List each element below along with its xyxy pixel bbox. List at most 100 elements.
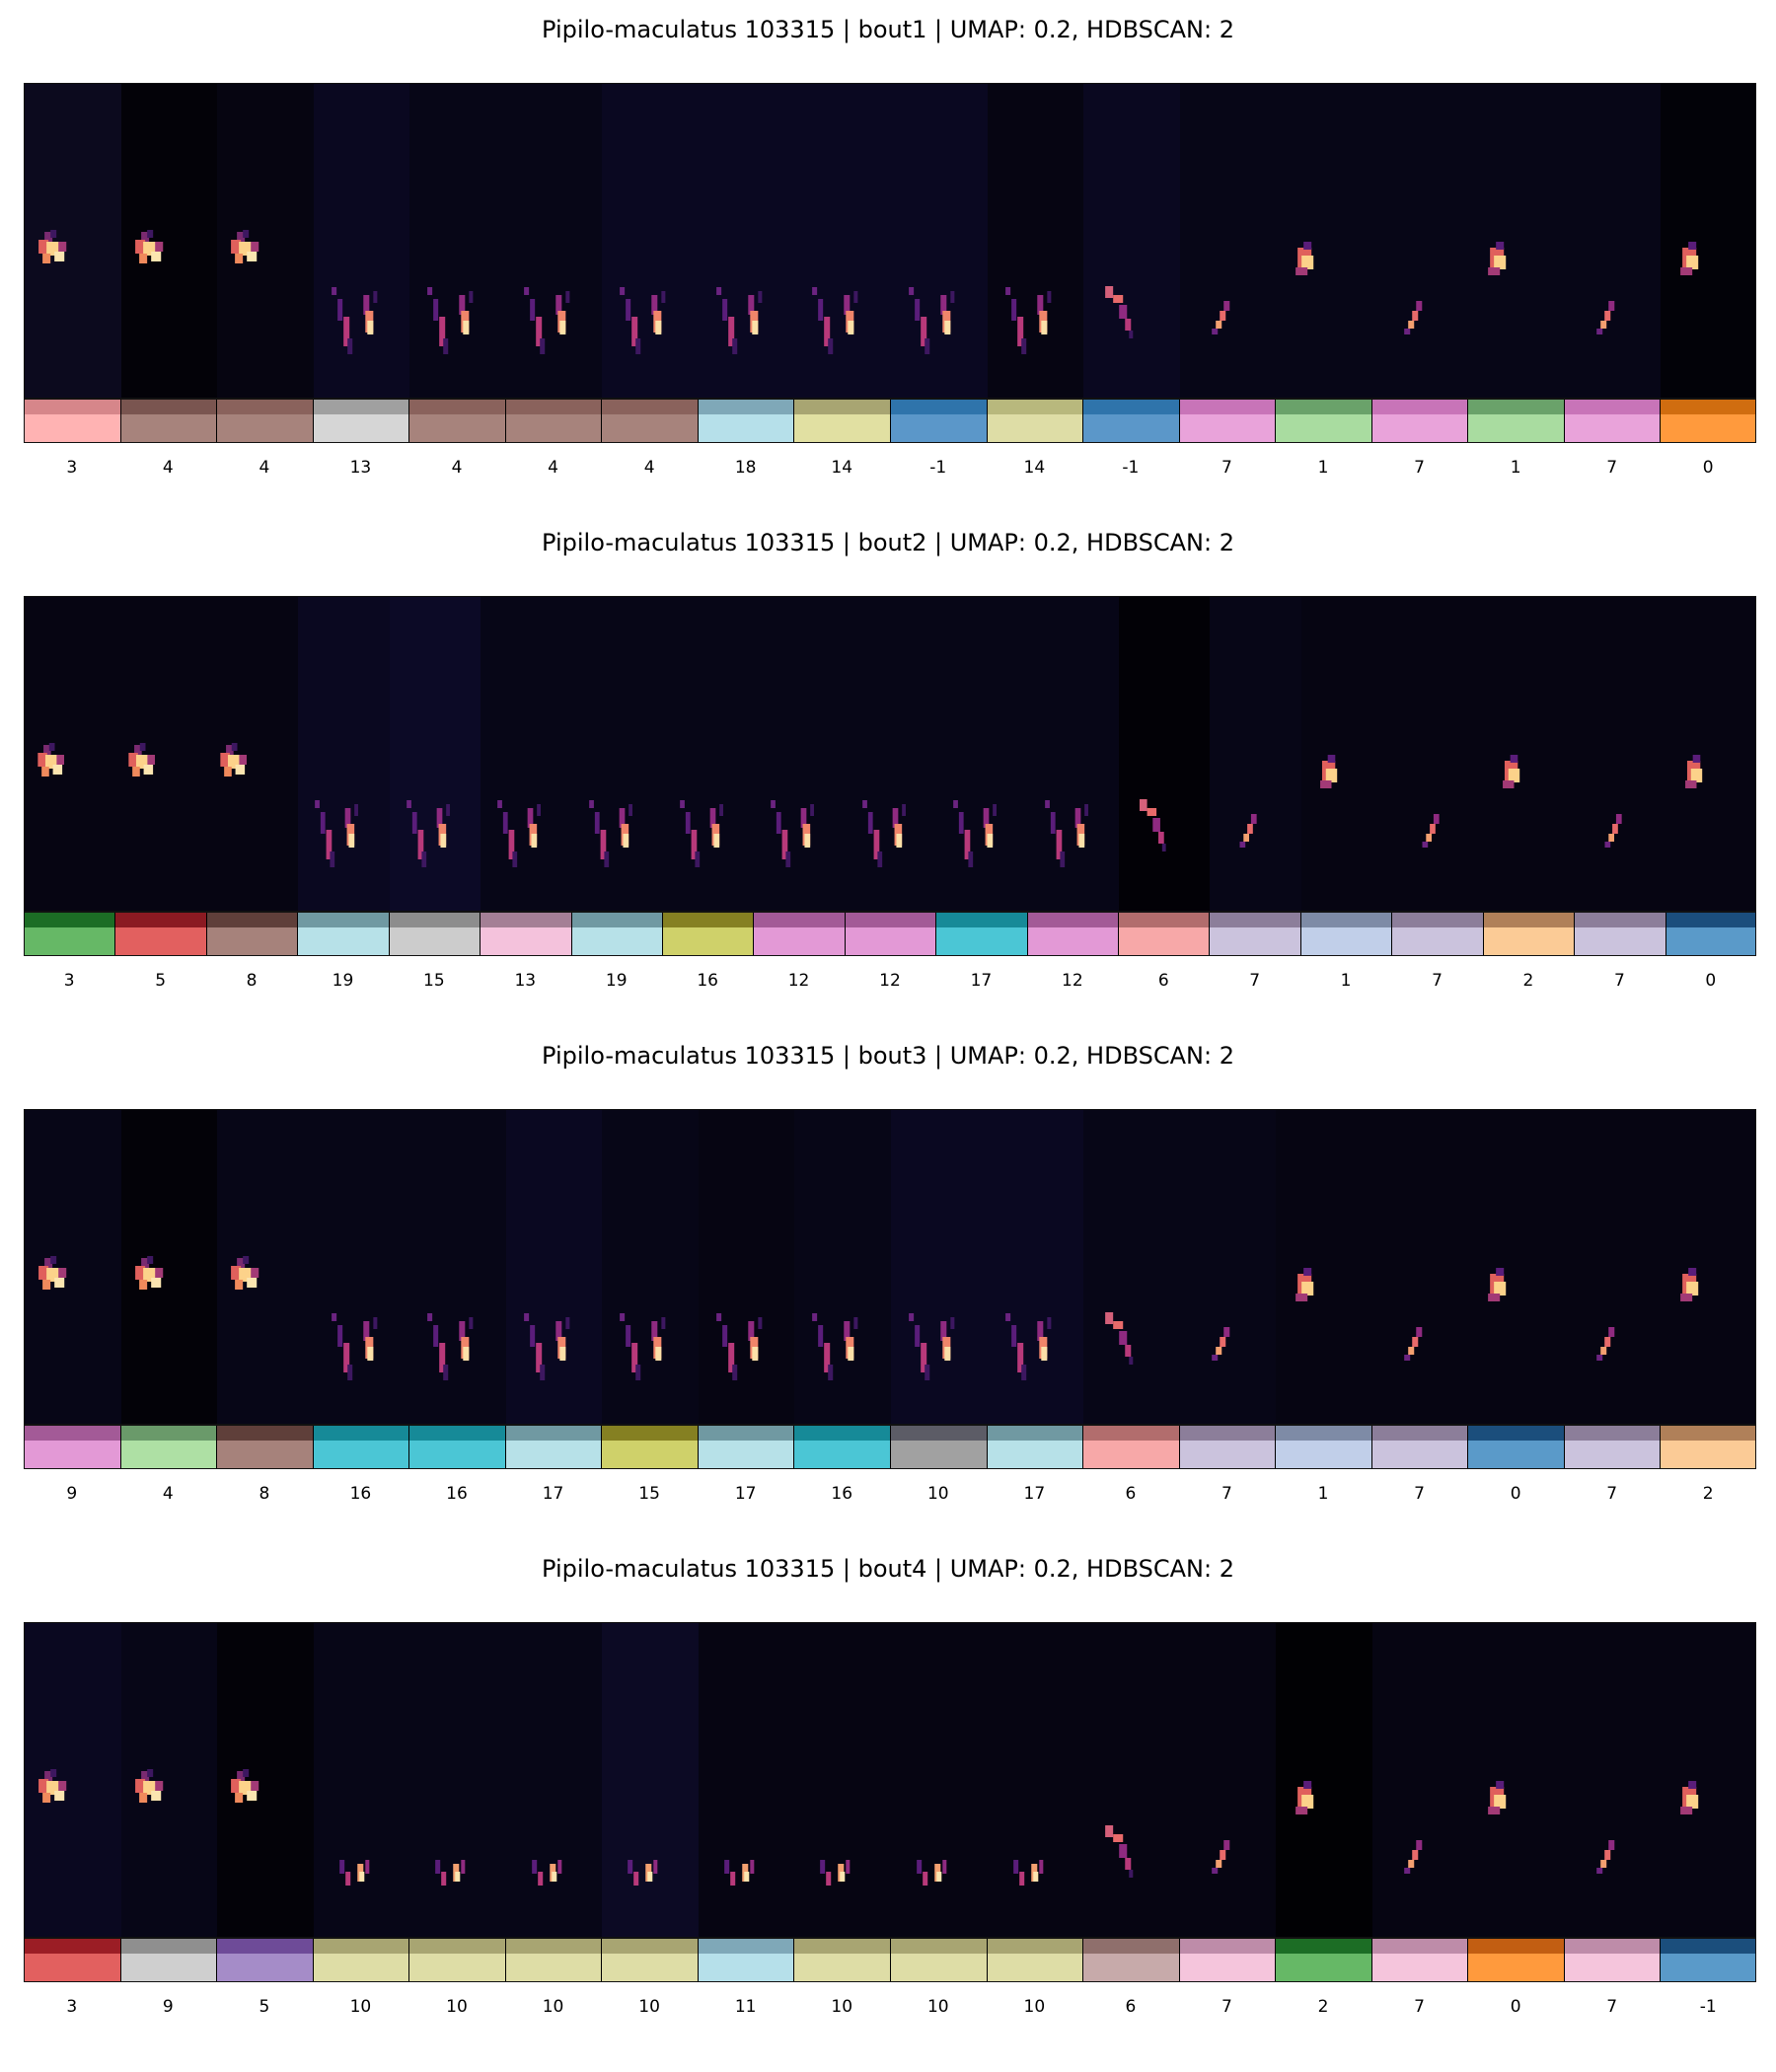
cluster-label: -1: [1699, 1997, 1717, 2017]
spectrogram-strip: [24, 596, 1756, 956]
cluster-color-bar-bottom: [120, 1441, 218, 1468]
cluster-label: 19: [332, 971, 354, 991]
cluster-color-bar-bottom: [1392, 927, 1484, 955]
syllable-spectrogram: [602, 1623, 700, 1937]
cluster-color-bar-bottom: [1179, 414, 1277, 442]
syllable-spectrogram: [217, 1110, 315, 1424]
cluster-color-bar-bottom: [505, 414, 603, 442]
cluster-label: 4: [548, 458, 558, 478]
cluster-color-bar-top: [1300, 912, 1393, 927]
cluster-label: 8: [259, 1484, 270, 1504]
cluster-color-bar-top: [1564, 1425, 1662, 1441]
cluster-color-bar-bottom: [891, 1954, 988, 1981]
cluster-label: 10: [926, 1997, 949, 2017]
cluster-color-bar-top: [1276, 399, 1372, 414]
cluster-color-bar-top: [313, 1938, 410, 1954]
cluster-color-bar-top: [505, 1425, 603, 1441]
cluster-label: 18: [734, 458, 757, 478]
syllable-spectrogram: [1119, 597, 1212, 911]
cluster-label: 10: [831, 1997, 853, 2017]
cluster-color-bar-top: [571, 912, 663, 927]
cluster-label: 8: [246, 971, 258, 991]
cluster-label: 10: [926, 1484, 949, 1504]
cluster-label: 0: [1510, 1997, 1521, 2017]
cluster-color-bar-top: [936, 912, 1028, 927]
cluster-color-bar-top: [1468, 1425, 1565, 1441]
syllable-spectrogram: [891, 84, 989, 398]
strip-divider: [25, 1937, 1755, 1939]
cluster-color-bar-top: [987, 1938, 1084, 1954]
syllable-spectrogram: [481, 597, 573, 911]
cluster-label: 3: [66, 458, 78, 478]
cluster-color-bar-top: [1483, 912, 1576, 927]
cluster-label: 1: [1340, 971, 1352, 991]
syllable-spectrogram: [1371, 1110, 1470, 1424]
cluster-color-bar-top: [298, 912, 390, 927]
cluster-color-bar-top: [481, 912, 572, 927]
cluster-color-bar-bottom: [25, 1954, 121, 1981]
cluster-color-bar-top: [662, 912, 755, 927]
cluster-color-bar-bottom: [602, 1954, 699, 1981]
cluster-color-bar-top: [206, 912, 299, 927]
cluster-color-bar-bottom: [1179, 1441, 1277, 1468]
cluster-label: 15: [638, 1484, 660, 1504]
cluster-label: 12: [879, 971, 901, 991]
syllable-spectrogram: [891, 1110, 989, 1424]
syllable-spectrogram: [313, 1623, 411, 1937]
syllable-spectrogram: [505, 1623, 604, 1937]
cluster-color-bar-top: [1468, 1938, 1565, 1954]
syllable-spectrogram: [25, 1623, 122, 1937]
syllable-spectrogram: [794, 84, 892, 398]
cluster-color-bar-top: [1083, 1425, 1180, 1441]
cluster-color-bar-top: [1371, 1938, 1469, 1954]
syllable-spectrogram: [1564, 1623, 1663, 1937]
cluster-color-bar-bottom: [794, 414, 891, 442]
cluster-color-bar-top: [698, 1938, 795, 1954]
cluster-label: 17: [970, 971, 993, 991]
bout-panel-3: Pipilo-maculatus 103315 | bout3 | UMAP: …: [0, 1041, 1776, 1554]
cluster-color-bar-bottom: [1564, 1954, 1662, 1981]
strip-divider: [25, 398, 1755, 400]
cluster-color-bar-top: [1564, 399, 1662, 414]
spectrogram-strip: [24, 1622, 1756, 1982]
cluster-color-bar-bottom: [891, 414, 988, 442]
cluster-label: 7: [1414, 1997, 1425, 2017]
cluster-color-bar-top: [698, 1425, 795, 1441]
cluster-label: 0: [1510, 1484, 1521, 1504]
cluster-label: 1: [1510, 458, 1521, 478]
syllable-spectrogram: [987, 1110, 1085, 1424]
cluster-color-bar-bottom: [1027, 927, 1120, 955]
cluster-label: 13: [349, 458, 372, 478]
cluster-color-bar-bottom: [1661, 414, 1755, 442]
cluster-color-bar-bottom: [1564, 414, 1662, 442]
cluster-label: 1: [1317, 458, 1329, 478]
cluster-color-bar-bottom: [409, 1441, 506, 1468]
cluster-color-bar-bottom: [794, 1441, 891, 1468]
cluster-label: 7: [1221, 458, 1232, 478]
cluster-color-bar-top: [1371, 1425, 1469, 1441]
cluster-color-bar-bottom: [505, 1954, 603, 1981]
cluster-color-bar-bottom: [389, 927, 481, 955]
cluster-color-bar-top: [120, 399, 218, 414]
cluster-color-bar-top: [794, 1938, 891, 1954]
cluster-label: 10: [446, 1997, 468, 2017]
cluster-label: 9: [162, 1997, 174, 2017]
cluster-color-bar-bottom: [698, 1441, 795, 1468]
cluster-color-bar-bottom: [987, 414, 1084, 442]
syllable-spectrogram: [409, 1623, 507, 1937]
syllable-spectrogram: [698, 84, 796, 398]
cluster-color-bar-bottom: [298, 927, 390, 955]
cluster-color-bar-top: [1661, 399, 1755, 414]
cluster-color-bar-top: [1210, 912, 1301, 927]
cluster-label: 12: [1062, 971, 1083, 991]
syllable-spectrogram: [936, 597, 1029, 911]
cluster-color-bar-bottom: [1119, 927, 1211, 955]
cluster-color-bar-top: [891, 1425, 988, 1441]
syllable-spectrogram: [217, 84, 315, 398]
cluster-color-bar-top: [217, 1425, 314, 1441]
cluster-color-bar-top: [115, 912, 207, 927]
cluster-color-bar-bottom: [1468, 1441, 1565, 1468]
cluster-color-bar-bottom: [313, 1954, 410, 1981]
syllable-spectrogram: [1665, 597, 1755, 911]
cluster-color-bar-bottom: [602, 414, 699, 442]
